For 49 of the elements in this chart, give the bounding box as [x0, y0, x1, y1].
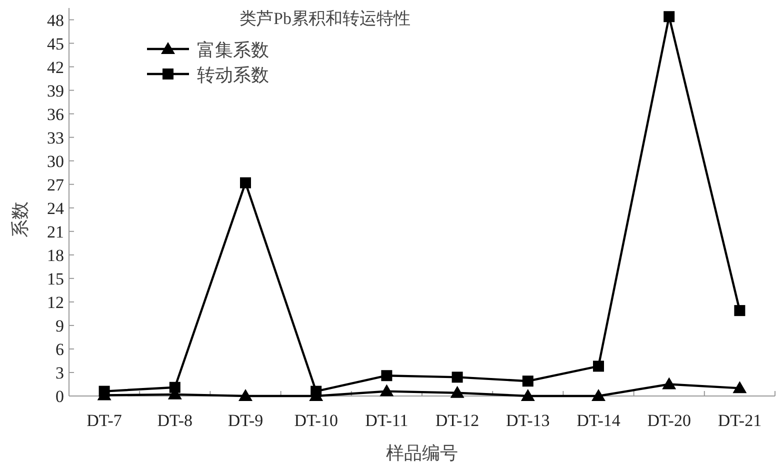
y-tick-label: 42	[47, 58, 64, 77]
x-axis-title: 样品编号	[386, 443, 458, 463]
y-tick-label: 9	[56, 316, 64, 336]
y-tick-label: 24	[47, 198, 64, 218]
y-tick-label: 27	[47, 175, 64, 194]
y-tick-label: 6	[56, 340, 64, 359]
point	[732, 381, 747, 394]
legend-label: 富集系数	[197, 40, 269, 60]
x-tick-label: DT-10	[294, 411, 338, 430]
x-tick-label: DT-14	[576, 411, 621, 430]
y-tick-label: 18	[47, 246, 64, 265]
point	[452, 372, 463, 383]
point	[664, 11, 675, 22]
x-tick-label: DT-21	[718, 411, 762, 430]
y-tick-label: 0	[56, 387, 64, 406]
point	[238, 389, 252, 401]
point	[240, 177, 251, 188]
point	[169, 382, 180, 393]
point	[98, 386, 110, 397]
legend-label: 转动系数	[197, 65, 269, 85]
y-tick-label: 45	[47, 34, 64, 54]
x-tick-label: DT-11	[365, 411, 408, 430]
y-axis-title: 系数	[10, 202, 30, 238]
x-tick-label: DT-9	[228, 411, 264, 430]
point	[380, 384, 394, 396]
point	[381, 370, 392, 382]
point	[522, 376, 534, 387]
x-tick-label: DT-7	[86, 411, 122, 430]
y-tick-label: 12	[47, 292, 64, 312]
y-tick-label: 39	[47, 81, 64, 100]
y-tick-label: 36	[47, 104, 64, 124]
point	[592, 389, 606, 401]
x-tick-label: DT-20	[647, 411, 691, 430]
x-tick-label: DT-13	[506, 411, 550, 430]
y-tick-label: 33	[47, 128, 64, 148]
y-tick-label: 48	[47, 10, 64, 30]
point	[593, 360, 604, 372]
point	[520, 389, 535, 401]
point	[734, 305, 746, 316]
point	[662, 377, 676, 390]
point	[310, 386, 322, 397]
chart-title: 类芦Pb累积和转运特性	[240, 9, 410, 28]
point	[450, 386, 464, 398]
y-tick-label: 21	[47, 222, 64, 242]
x-tick-label: DT-12	[435, 411, 480, 430]
y-tick-label: 3	[56, 363, 64, 382]
x-tick-label: DT-8	[157, 411, 193, 430]
y-tick-label: 15	[47, 269, 64, 288]
y-tick-label: 30	[47, 152, 64, 171]
